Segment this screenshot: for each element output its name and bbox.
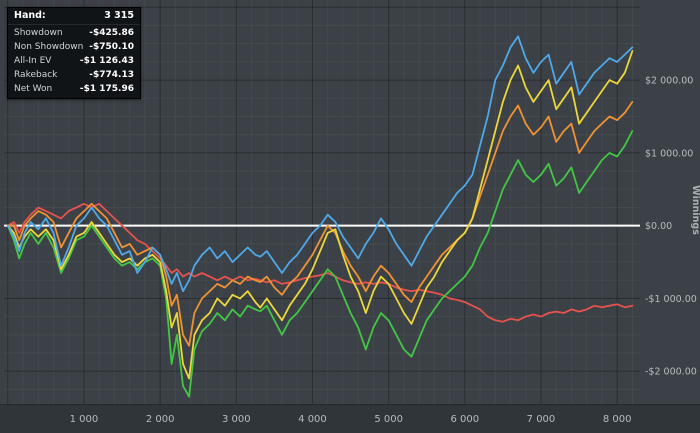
y-tick-label: $2 000.00 [645,76,693,87]
y-tick-label: -$1 000.00 [645,294,697,305]
x-tick-label: 2 000 [146,414,175,425]
legend-showdown-label: Showdown [14,28,63,38]
y-axis-title: Winnings [690,185,700,235]
series-showdown [6,35,634,293]
legend-net-won-label: Net Won [14,84,53,94]
legend-all-in-ev-value: -$1 126.43 [79,56,134,66]
x-tick-label: 3 000 [222,414,251,425]
x-tick-label: 7 000 [527,414,556,425]
legend-rakeback-label: Rakeback [14,70,58,80]
y-tick-label: $1 000.00 [645,148,693,159]
series-rakeback [6,101,634,347]
hover-legend: Hand: 3 315 Showdown -$425.86 Non Showdo… [7,7,141,99]
x-tick-label: 6 000 [450,414,479,425]
legend-rakeback-value: -$774.13 [89,70,134,80]
legend-row-showdown: Showdown -$425.86 [8,26,140,40]
legend-row-rakeback: Rakeback -$774.13 [8,68,140,82]
legend-net-won-value: -$1 175.96 [79,84,134,94]
legend-all-in-ev-label: All-In EV [14,56,52,66]
legend-hand-label: Hand: [14,10,46,21]
x-tick-label: 8 000 [603,414,632,425]
legend-non-showdown-value: -$750.10 [89,42,134,52]
legend-row-all-in-ev: All-In EV -$1 126.43 [8,54,140,68]
series-net-won [6,130,634,398]
legend-row-hand: Hand: 3 315 [8,9,140,25]
x-tick-label: 1 000 [70,414,99,425]
x-axis-strip [0,405,700,433]
y-tick-label: -$2 000.00 [645,367,697,378]
legend-row-net-won: Net Won -$1 175.96 [8,82,140,96]
legend-showdown-value: -$425.86 [89,28,134,38]
legend-non-showdown-label: Non Showdown [14,42,84,52]
legend-row-non-showdown: Non Showdown -$750.10 [8,40,140,54]
legend-hand-value: 3 315 [104,10,134,21]
series-all-in-ev [6,50,634,380]
x-tick-label: 4 000 [298,414,327,425]
x-tick-label: 5 000 [374,414,403,425]
y-tick-label: $0.00 [645,221,672,232]
